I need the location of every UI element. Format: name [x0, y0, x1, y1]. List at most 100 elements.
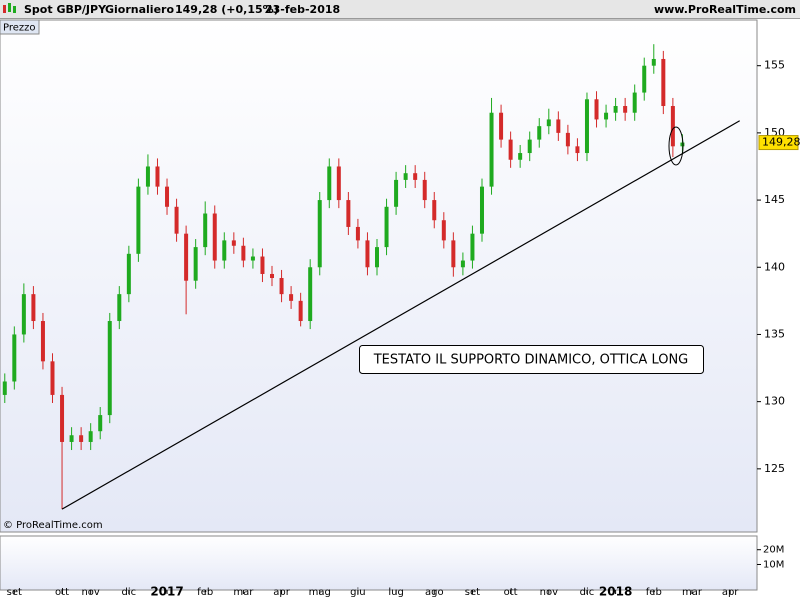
candle-body — [346, 200, 351, 227]
x-tick-label: lug — [388, 587, 403, 598]
x-tick-label: mar — [233, 587, 254, 598]
x-tick-label: nov — [81, 587, 99, 598]
volume-tick-label: 20M — [763, 545, 784, 556]
candle-body — [527, 139, 532, 154]
candle-body — [193, 247, 198, 281]
candle-body — [651, 58, 656, 66]
candle-body — [489, 112, 494, 187]
x-tick-label: nov — [540, 587, 558, 598]
x-tick-label: ott — [55, 587, 69, 598]
panel-label: Prezzo — [3, 23, 36, 34]
x-tick-label: dic — [122, 587, 137, 598]
candle-body — [117, 294, 122, 322]
plot-layer — [2, 44, 740, 510]
candle-body — [231, 240, 236, 246]
y-tick-label: 125 — [764, 462, 785, 475]
candle-body — [336, 166, 341, 201]
candle-body — [174, 206, 179, 234]
x-tick-label: mar — [682, 587, 703, 598]
date: 23-feb-2018 — [265, 3, 340, 16]
candle-body — [470, 233, 475, 261]
candle-body — [212, 213, 217, 261]
candle-body — [165, 186, 170, 207]
candle-body — [680, 142, 685, 147]
source: www.ProRealTime.com — [654, 3, 796, 16]
last-price-box — [758, 135, 799, 151]
candle-body — [441, 220, 446, 241]
candle-body — [88, 431, 93, 442]
volume-tick-label: 10M — [763, 559, 784, 570]
candle-body — [537, 126, 542, 140]
candle-body — [451, 240, 456, 268]
candle-body — [403, 173, 408, 180]
candle-body — [546, 119, 551, 127]
candle-body — [222, 240, 227, 261]
candle-body — [327, 166, 332, 201]
x-tick-label: mag — [309, 587, 331, 598]
trendline — [61, 120, 740, 510]
panel-label-box — [0, 19, 40, 35]
candle-body — [12, 334, 17, 382]
candle-body — [613, 106, 618, 113]
candle-body — [670, 106, 675, 147]
candle-body — [50, 361, 55, 395]
logo-icon — [3, 3, 16, 13]
candle-body — [21, 294, 26, 335]
x-tick-label: set — [7, 587, 22, 598]
candle-body — [279, 278, 284, 295]
candle-body — [594, 99, 599, 120]
annotation-box — [359, 345, 704, 374]
candle-body — [604, 112, 609, 120]
candle-body — [98, 415, 103, 432]
period: Giornaliero — [105, 3, 174, 16]
candle-body — [508, 139, 513, 160]
title: Spot GBP/JPY — [24, 3, 107, 16]
candle-body — [260, 256, 265, 274]
candle-body — [460, 260, 465, 268]
header-bar — [0, 0, 800, 18]
x-tick-label: 2018 — [599, 585, 632, 599]
candle-body — [556, 119, 561, 133]
candle-body — [375, 247, 379, 268]
x-tick-label: ott — [504, 587, 518, 598]
x-tick-label: dic — [580, 587, 595, 598]
candle-body — [413, 173, 418, 180]
candle-body — [126, 253, 131, 295]
candle-body — [499, 112, 504, 140]
y-tick-label: 140 — [764, 260, 785, 273]
candle-body — [642, 65, 647, 93]
y-tick-label: 135 — [764, 327, 785, 340]
candle-body — [479, 186, 484, 234]
candle-body — [575, 146, 580, 154]
x-tick-label: apr — [273, 587, 290, 598]
candle-body — [384, 206, 389, 248]
candle-body — [632, 92, 637, 113]
x-tick-label: apr — [722, 587, 739, 598]
x-tick-label: feb — [646, 587, 662, 598]
candle-body — [203, 213, 208, 248]
candle-body — [565, 132, 570, 147]
candle-body — [355, 226, 360, 241]
annotation: TESTATO IL SUPPORTO DINAMICO, OTTICA LON… — [373, 353, 689, 368]
candle-body — [432, 200, 437, 221]
candle-body — [40, 321, 45, 362]
candle-body — [250, 256, 255, 261]
plot-area — [0, 19, 758, 533]
candle-body — [422, 179, 427, 201]
candle-body — [298, 300, 303, 322]
y-tick-label: 130 — [764, 395, 785, 408]
candle-body — [584, 99, 589, 154]
copyright: © ProRealTime.com — [3, 520, 103, 531]
candle-body — [365, 240, 370, 268]
last-change: 149,28 (+0,15%) — [175, 3, 279, 16]
candle-body — [394, 179, 399, 207]
last-price-label: 149,28 — [762, 136, 800, 149]
candle-body — [155, 166, 160, 187]
candle-body — [661, 58, 666, 107]
x-tick-label: ago — [425, 587, 444, 598]
candle-body — [270, 273, 275, 279]
x-tick-label: feb — [197, 587, 213, 598]
candle-body — [2, 381, 7, 395]
